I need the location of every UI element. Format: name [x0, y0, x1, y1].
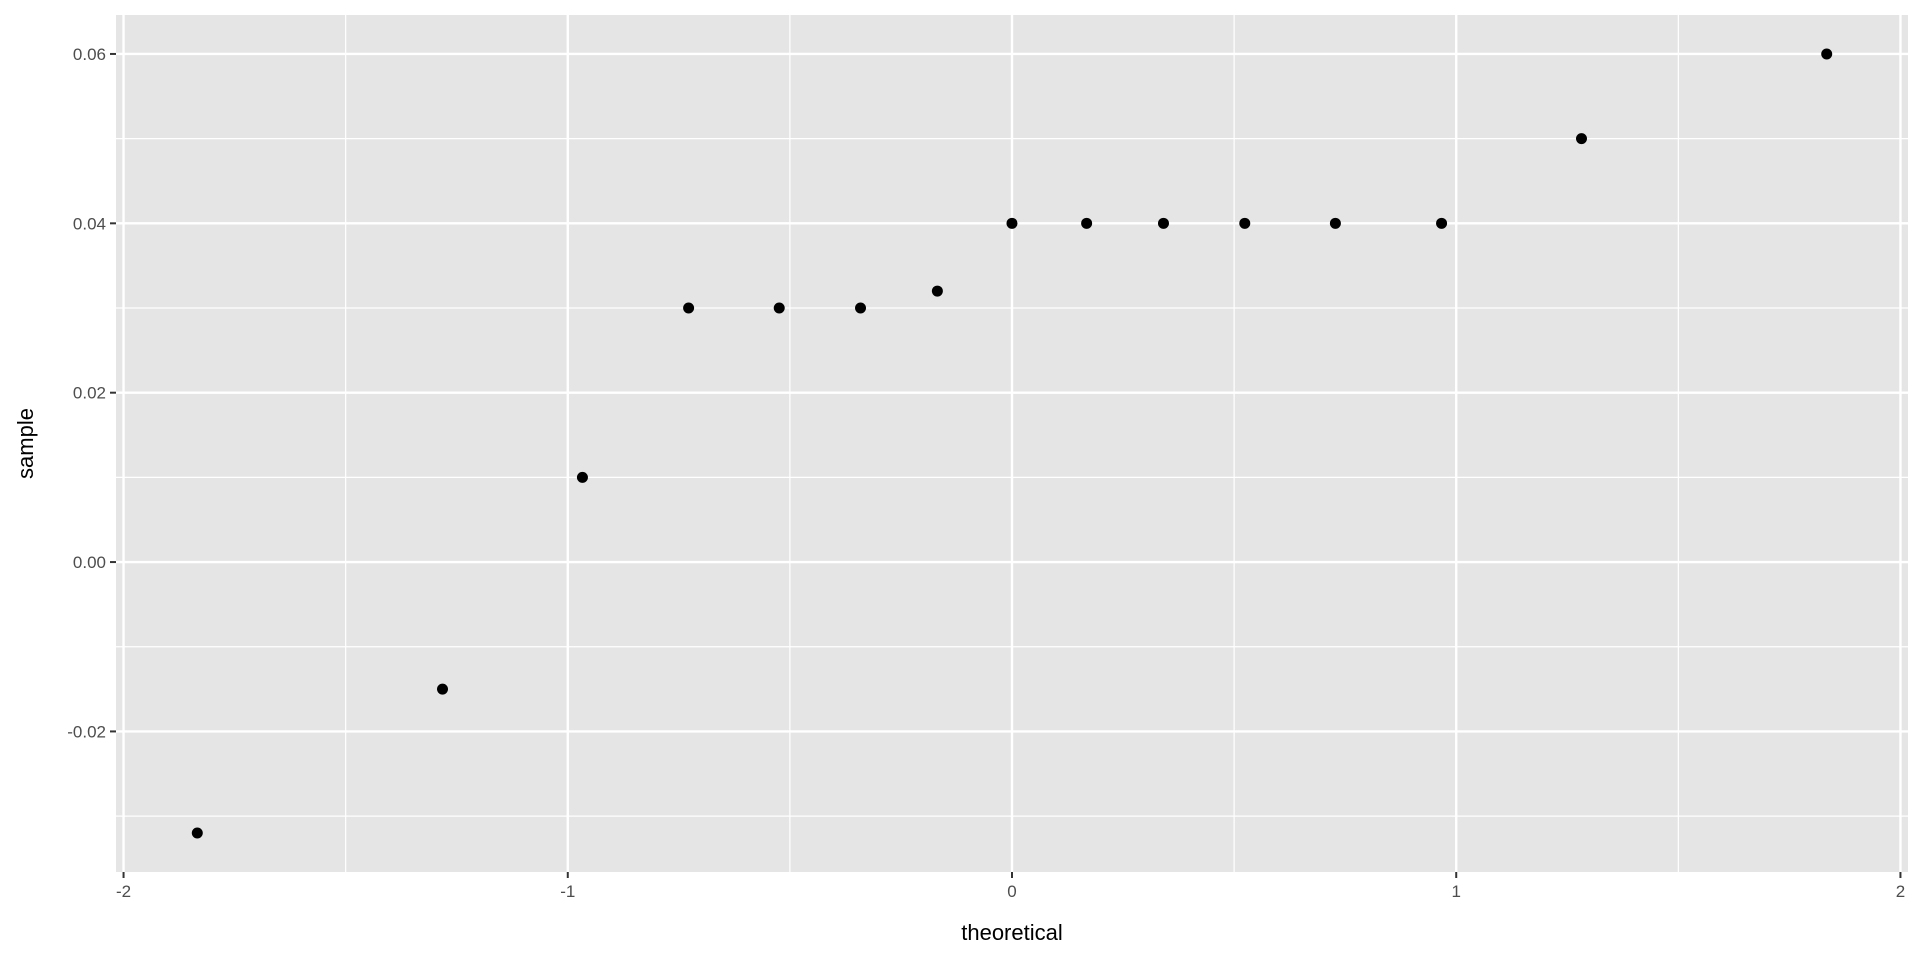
- data-point: [1081, 217, 1093, 229]
- data-point: [1575, 133, 1587, 145]
- grid-lines: [116, 15, 1908, 872]
- x-tick-label: -2: [116, 882, 131, 901]
- x-tick-label: -1: [560, 882, 575, 901]
- data-point: [773, 302, 785, 314]
- data-point: [576, 471, 588, 483]
- data-point: [931, 285, 943, 297]
- x-tick-label: 0: [1007, 882, 1016, 901]
- data-point: [1436, 217, 1448, 229]
- data-point: [1821, 48, 1833, 60]
- data-point: [1157, 217, 1169, 229]
- data-point: [683, 302, 695, 314]
- x-axis-title: theoretical: [961, 920, 1063, 945]
- data-point: [1006, 217, 1018, 229]
- y-tick-label: 0.02: [73, 384, 106, 403]
- y-tick-label: -0.02: [67, 722, 106, 741]
- data-point: [191, 827, 203, 839]
- data-point: [855, 302, 867, 314]
- data-point: [1329, 217, 1341, 229]
- data-points: [191, 48, 1833, 839]
- y-axis: -0.02 0.00 0.02 0.04 0.06: [67, 45, 116, 741]
- x-tick-label: 1: [1451, 882, 1460, 901]
- x-tick-label: 2: [1896, 882, 1905, 901]
- data-point: [1239, 217, 1251, 229]
- x-axis: -2 -1 0 1 2: [116, 872, 1905, 901]
- y-tick-label: 0.06: [73, 45, 106, 64]
- data-point: [437, 683, 449, 695]
- y-axis-title: sample: [13, 408, 38, 479]
- y-tick-label: 0.04: [73, 214, 106, 233]
- y-tick-label: 0.00: [73, 553, 106, 572]
